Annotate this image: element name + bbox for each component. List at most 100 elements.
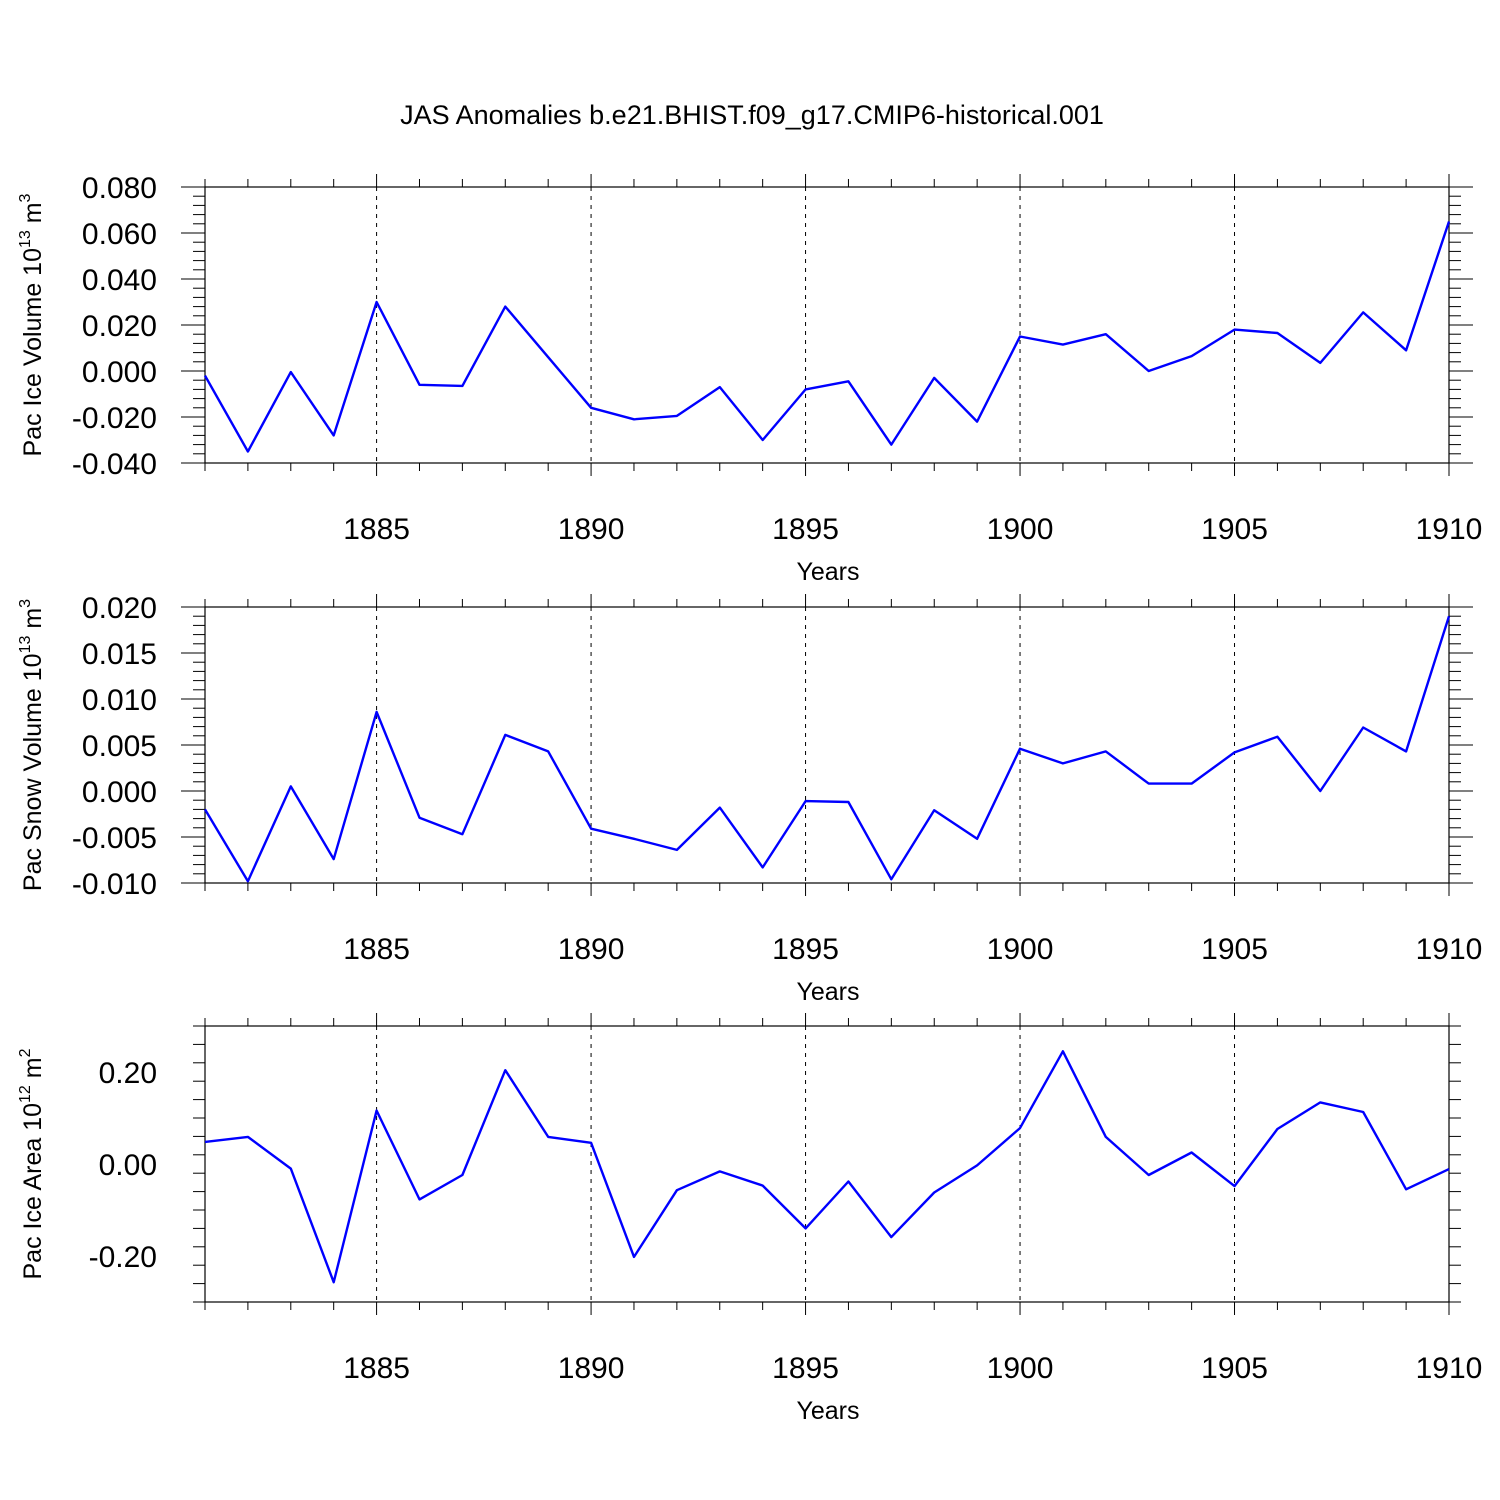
data-point [1105, 750, 1107, 752]
data-point [504, 306, 506, 308]
data-point [247, 880, 249, 882]
panel-2: -0.010 -0.005 0.000 0.005 0.010 0.015 0.020 188… [17, 592, 1482, 1006]
data-point [933, 1192, 935, 1194]
data-point [1234, 1185, 1236, 1187]
data-point [547, 356, 549, 358]
data-point [1062, 1050, 1064, 1052]
x-tick-label: 1885 [343, 1352, 410, 1385]
data-point [1105, 1136, 1107, 1138]
data-point [1191, 355, 1193, 357]
x-tick-label: 1905 [1201, 513, 1268, 546]
series-line [203, 221, 1451, 453]
data-point [590, 407, 592, 409]
y-axis-title: Pac Ice Area 1012 m2 [17, 1048, 47, 1279]
data-point [1319, 362, 1321, 364]
data-point [333, 434, 335, 436]
x-tick-label: 1885 [343, 933, 410, 966]
data-point [633, 838, 635, 840]
x-tick-label: 1895 [772, 933, 839, 966]
y-tick-label: -0.005 [72, 822, 157, 855]
x-tick-label: 1900 [987, 933, 1054, 966]
data-point [1448, 221, 1450, 223]
data-point [933, 377, 935, 379]
x-tick-label: 1910 [1416, 1352, 1483, 1385]
data-point [1276, 332, 1278, 334]
x-tick-label: 1895 [772, 513, 839, 546]
data-point [1148, 783, 1150, 785]
data-point [847, 801, 849, 803]
x-tick-label: 1905 [1201, 1352, 1268, 1385]
x-axis-title: Years [796, 978, 859, 1006]
data-point [461, 385, 463, 387]
x-tick-label: 1895 [772, 1352, 839, 1385]
data-point [1319, 790, 1321, 792]
series-line [204, 1050, 1450, 1284]
plot-frame [204, 186, 1450, 464]
y-tick-label: 0.005 [82, 730, 157, 763]
data-point [1019, 336, 1021, 338]
y-tick-label: 0.010 [82, 684, 157, 717]
data-point [1191, 1152, 1193, 1154]
data-point [590, 1142, 592, 1144]
data-point [805, 388, 807, 390]
data-point [1234, 329, 1236, 331]
data-point [1405, 1188, 1407, 1190]
y-tick-label: -0.20 [89, 1241, 157, 1274]
data-point [933, 809, 935, 811]
data-point [247, 451, 249, 453]
x-tick-label: 1890 [558, 933, 625, 966]
data-point [1448, 615, 1450, 617]
data-point [1319, 1101, 1321, 1103]
data-point [1276, 1128, 1278, 1130]
data-point [890, 878, 892, 880]
data-point [805, 800, 807, 802]
y-tick-label: 0.015 [82, 638, 157, 671]
data-point [461, 833, 463, 835]
y-tick-label: 0.020 [82, 310, 157, 343]
data-point [547, 750, 549, 752]
data-point [333, 1281, 335, 1283]
data-point [762, 1185, 764, 1187]
data-point [1062, 762, 1064, 764]
data-point [719, 386, 721, 388]
x-tick-label: 1890 [558, 1352, 625, 1385]
data-point [1148, 370, 1150, 372]
data-point [418, 1198, 420, 1200]
data-point [762, 439, 764, 441]
plot-frame [204, 1025, 1450, 1303]
data-point [890, 444, 892, 446]
y-axis-title: Pac Ice Volume 1013 m3 [17, 193, 47, 456]
data-point [376, 1110, 378, 1112]
data-point [633, 1256, 635, 1258]
data-point [1448, 1168, 1450, 1170]
x-axis-title: Years [796, 1397, 859, 1425]
data-point [504, 1069, 506, 1071]
data-point [1148, 1174, 1150, 1176]
data-point [376, 711, 378, 713]
x-tick-label: 1890 [558, 513, 625, 546]
data-point [1234, 751, 1236, 753]
data-point [847, 380, 849, 382]
data-point [719, 807, 721, 809]
x-tick-label: 1885 [343, 513, 410, 546]
data-point [504, 734, 506, 736]
y-tick-label: -0.010 [72, 868, 157, 901]
x-tick-label: 1900 [987, 513, 1054, 546]
data-point [1362, 727, 1364, 729]
plot-frame [204, 606, 1450, 884]
data-point [1362, 1111, 1364, 1113]
data-point [204, 808, 206, 810]
data-point [290, 1168, 292, 1170]
data-point [1019, 1127, 1021, 1129]
y-tick-label: 0.020 [82, 592, 157, 625]
data-point [333, 858, 335, 860]
y-tick-label: 0.000 [82, 356, 157, 389]
data-point [890, 1236, 892, 1238]
data-point [1019, 748, 1021, 750]
data-point [976, 421, 978, 423]
panel-1: -0.040 -0.020 0.000 0.020 0.040 0.060 0.080 188… [17, 172, 1482, 586]
data-point [633, 418, 635, 420]
y-tick-label: 0.040 [82, 264, 157, 297]
data-point [290, 371, 292, 373]
